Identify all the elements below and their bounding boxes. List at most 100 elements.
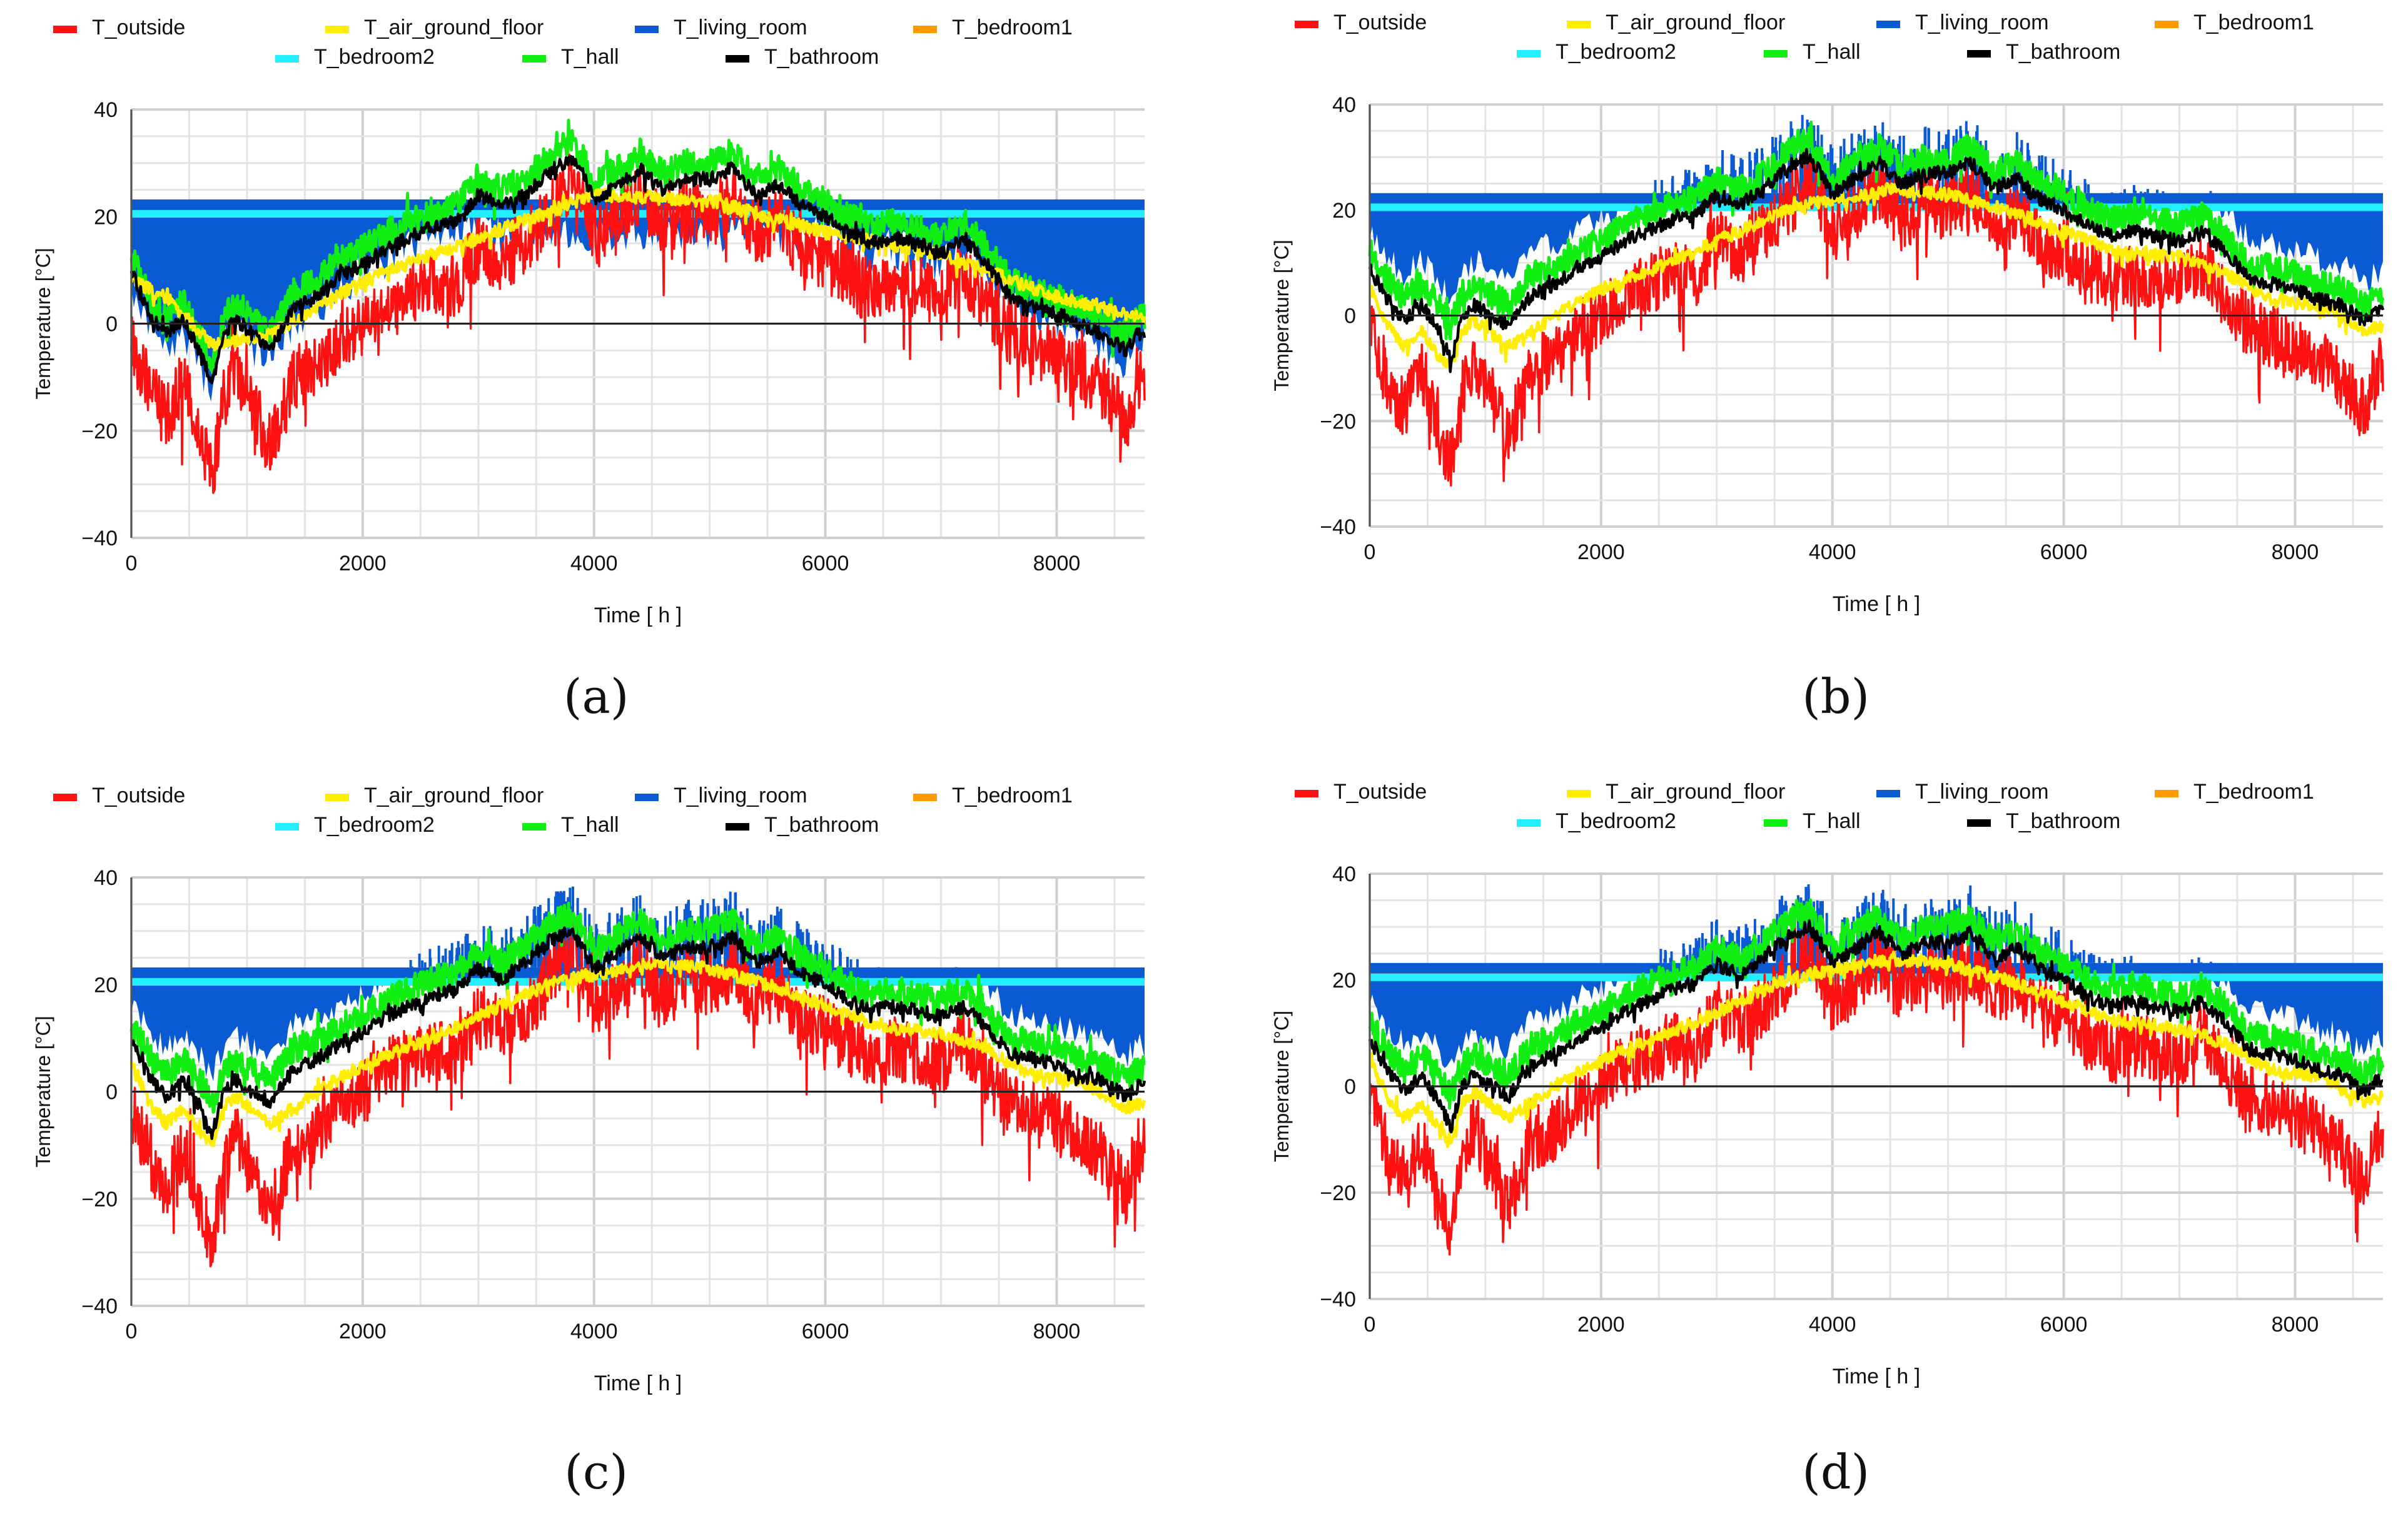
legend-swatch <box>1295 21 1318 28</box>
legend-swatch <box>1764 819 1788 827</box>
y-tick-label: 40 <box>94 866 118 890</box>
legend-label: T_bathroom <box>2006 40 2120 64</box>
y-tick-label: 40 <box>1332 862 1356 886</box>
x-tick-label: 0 <box>1364 1313 1376 1337</box>
x-tick-label: 4000 <box>1809 540 1856 564</box>
x-tick-label: 0 <box>1364 540 1376 564</box>
legend-label: T_bedroom2 <box>314 45 435 69</box>
x-tick-label: 8000 <box>1033 1320 1081 1343</box>
y-axis-label: Temperature [°C] <box>32 248 54 399</box>
y-tick-label: 40 <box>1332 93 1356 117</box>
legend-swatch <box>726 823 749 831</box>
legend-label: T_living_room <box>674 784 807 807</box>
y-tick-label: −20 <box>1320 1181 1356 1205</box>
y-tick-label: 0 <box>1344 1075 1356 1099</box>
legend-swatch <box>1764 50 1788 58</box>
x-tick-label: 2000 <box>1577 1313 1625 1337</box>
legend-swatch <box>275 55 299 63</box>
legend-label: T_air_ground_floor <box>1606 11 1785 34</box>
legend-swatch <box>1967 819 1991 827</box>
series-line-t-bathroom <box>1368 148 2385 373</box>
x-tick-label: 0 <box>126 1320 138 1343</box>
x-axis-label: Time [ h ] <box>1833 1365 1920 1388</box>
legend-swatch <box>53 26 77 33</box>
y-tick-label: 20 <box>1332 969 1356 993</box>
legend-swatch <box>53 794 77 801</box>
legend-swatch <box>1967 50 1991 58</box>
y-tick-label: 40 <box>94 98 118 122</box>
legend-label: T_air_ground_floor <box>364 784 544 807</box>
legend-label: T_outside <box>92 784 185 807</box>
legend-label: T_outside <box>1333 11 1427 34</box>
y-axis-label: Temperature [°C] <box>32 1016 54 1167</box>
legend-swatch <box>522 823 546 831</box>
series-line-t-hall <box>1368 898 2385 1110</box>
legend-swatch <box>1295 790 1318 797</box>
legend-label: T_outside <box>92 16 185 39</box>
y-tick-label: −40 <box>81 1295 118 1318</box>
y-tick-label: −20 <box>81 1188 118 1211</box>
x-axis-label: Time [ h ] <box>594 1372 682 1395</box>
legend-label: T_bedroom1 <box>2193 11 2314 34</box>
legend-swatch <box>1876 21 1900 28</box>
x-tick-label: 4000 <box>570 552 618 575</box>
y-tick-label: −40 <box>81 527 118 550</box>
y-tick-label: −20 <box>81 420 118 443</box>
series-line-t-air-ground-floor <box>1368 180 2385 368</box>
legend-swatch <box>2155 790 2178 797</box>
x-tick-label: 2000 <box>1577 540 1625 564</box>
x-tick-label: 0 <box>126 552 138 575</box>
series-line-t-bathroom <box>1368 919 2384 1134</box>
legend-swatch <box>913 794 937 801</box>
chart-panel-c: −40 −20 0 20 40 0 2000 4000 6000 8000 Time [ h ] Te… <box>32 784 1146 1500</box>
legend-swatch <box>1517 819 1540 827</box>
legend-label: T_bathroom <box>764 813 879 837</box>
y-tick-label: 20 <box>94 973 118 997</box>
legend-label: T_bathroom <box>2006 809 2120 833</box>
legend-swatch <box>913 26 937 33</box>
chart-panel-d: −40 −20 0 20 40 0 2000 4000 6000 8000 Time [ h ] Te… <box>1270 780 2385 1500</box>
legend-label: T_air_ground_floor <box>1606 780 1785 804</box>
panel-caption: (b) <box>1802 669 1869 724</box>
legend-label: T_bedroom2 <box>314 813 435 837</box>
panel-caption: (c) <box>564 1444 628 1500</box>
y-tick-label: 0 <box>1344 305 1356 328</box>
y-tick-label: −20 <box>1320 410 1356 433</box>
legend-swatch <box>522 55 546 63</box>
x-tick-label: 4000 <box>1809 1313 1856 1337</box>
legend-swatch <box>1517 50 1540 58</box>
legend-label: T_outside <box>1333 780 1427 804</box>
legend-swatch <box>325 26 349 33</box>
series-line-t-bathroom <box>129 154 1146 385</box>
y-axis-label: Temperature [°C] <box>1270 1011 1293 1162</box>
legend-swatch <box>275 823 299 831</box>
series-line-t-outside <box>130 153 1146 494</box>
y-axis-label: Temperature [°C] <box>1270 240 1293 391</box>
series-line-t-air-ground-floor <box>129 188 1146 351</box>
series-line-t-air-ground-floor <box>1368 950 2384 1148</box>
x-tick-label: 6000 <box>802 1320 849 1343</box>
x-axis-label: Time [ h ] <box>594 604 682 627</box>
series-line-t-bathroom <box>131 926 1146 1140</box>
series-line-t-air-ground-floor <box>129 956 1146 1148</box>
x-tick-label: 4000 <box>570 1320 618 1343</box>
legend-label: T_bedroom1 <box>952 784 1073 807</box>
legend-label: T_bedroom1 <box>2193 780 2314 804</box>
x-tick-label: 6000 <box>802 552 849 575</box>
legend-label: T_bedroom2 <box>1556 809 1676 833</box>
x-axis-label: Time [ h ] <box>1833 592 1920 616</box>
legend-label: T_living_room <box>1915 780 2049 804</box>
x-tick-label: 2000 <box>339 552 387 575</box>
panel-caption: (d) <box>1802 1444 1869 1500</box>
series-line-t-hall <box>129 118 1146 375</box>
series-line-t-outside <box>130 916 1146 1268</box>
y-tick-label: 0 <box>106 313 118 336</box>
legend-swatch <box>726 55 749 63</box>
legend-label: T_hall <box>1803 809 1861 833</box>
legend-swatch <box>635 26 659 33</box>
legend-label: T_bathroom <box>764 45 879 69</box>
x-tick-label: 6000 <box>2040 1313 2088 1337</box>
y-tick-label: 20 <box>1332 199 1356 223</box>
x-tick-label: 8000 <box>1033 552 1081 575</box>
